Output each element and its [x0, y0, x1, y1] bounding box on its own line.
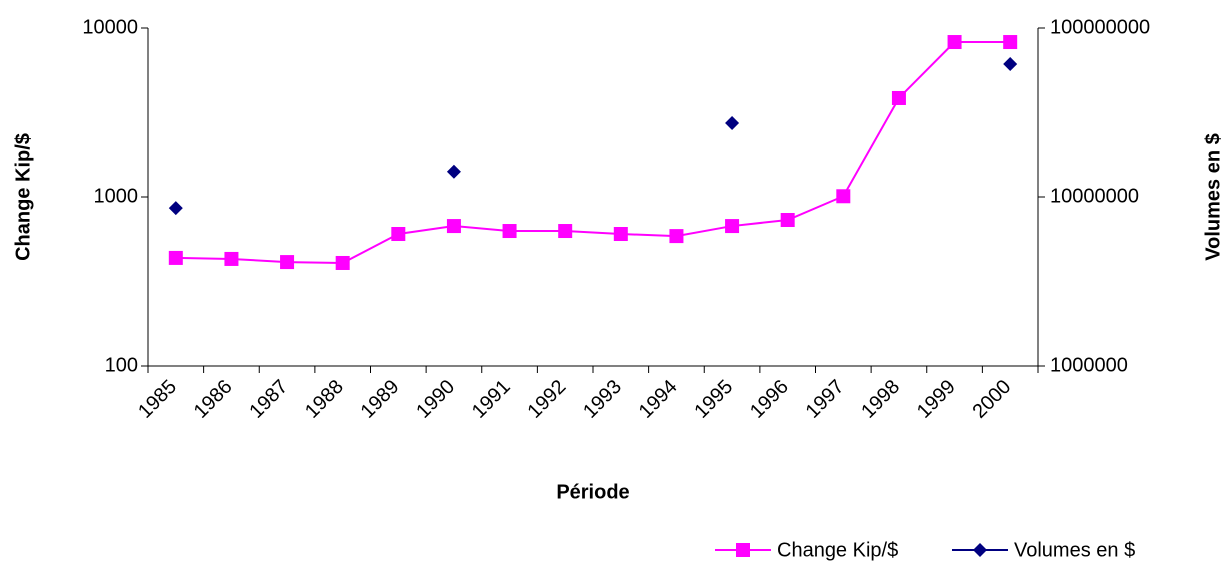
marker	[224, 251, 239, 266]
x-tick-label: 1987	[245, 376, 292, 423]
x-tick-label: 1998	[857, 376, 904, 423]
x-tick-label: 1985	[134, 376, 181, 423]
series-line	[175, 41, 1011, 264]
y-tick-label: 100	[105, 354, 138, 376]
marker	[280, 255, 295, 270]
y2-tick-label: 1000000	[1050, 354, 1128, 376]
marker	[558, 224, 573, 239]
x-tick-label: 1989	[357, 376, 404, 423]
marker	[335, 255, 350, 270]
legend-label: Change Kip/$	[777, 539, 898, 561]
legend-marker	[736, 543, 750, 557]
marker	[1003, 35, 1018, 50]
marker	[1003, 57, 1018, 72]
marker	[669, 229, 684, 244]
y2-axis-title: Volumes en $	[1202, 133, 1224, 260]
x-tick-label: 1988	[301, 376, 348, 423]
x-tick-label: 1990	[412, 376, 459, 423]
marker	[891, 90, 906, 105]
legend-label: Volumes en $	[1014, 539, 1135, 561]
y-tick-label: 1000	[94, 185, 139, 207]
marker	[725, 116, 740, 131]
marker	[780, 212, 795, 227]
x-tick-label: 1994	[635, 376, 682, 423]
marker	[168, 250, 183, 265]
marker	[168, 201, 183, 216]
x-tick-label: 1992	[523, 376, 570, 423]
y2-tick-label: 10000000	[1050, 185, 1139, 207]
x-axis-title: Période	[556, 481, 629, 503]
marker	[836, 189, 851, 204]
x-tick-label: 1997	[802, 376, 849, 423]
marker	[446, 219, 461, 234]
x-tick-label: 1991	[468, 376, 515, 423]
marker	[502, 224, 517, 239]
x-tick-label: 1996	[746, 376, 793, 423]
legend-marker	[973, 543, 987, 557]
x-tick-label: 1986	[190, 376, 237, 423]
marker	[725, 219, 740, 234]
marker	[947, 35, 962, 50]
marker	[446, 164, 461, 179]
marker	[613, 227, 628, 242]
x-tick-label: 1993	[579, 376, 626, 423]
x-tick-label: 2000	[968, 376, 1015, 423]
y-axis-title: Change Kip/$	[12, 133, 34, 261]
x-tick-label: 1999	[913, 376, 960, 423]
marker	[391, 227, 406, 242]
y2-tick-label: 100000000	[1050, 16, 1150, 38]
x-tick-label: 1995	[690, 376, 737, 423]
y-tick-label: 10000	[82, 16, 138, 38]
